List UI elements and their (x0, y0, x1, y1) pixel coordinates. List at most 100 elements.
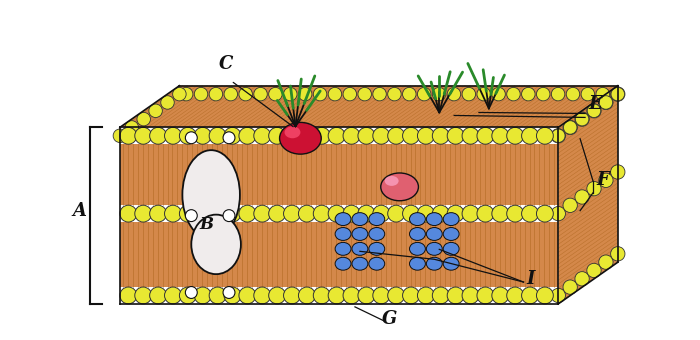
Ellipse shape (443, 227, 459, 240)
Circle shape (598, 95, 613, 109)
Circle shape (522, 205, 538, 222)
Ellipse shape (352, 242, 368, 255)
Circle shape (269, 287, 286, 304)
Circle shape (239, 87, 253, 101)
Ellipse shape (352, 257, 368, 270)
Ellipse shape (369, 227, 385, 240)
Circle shape (373, 87, 386, 101)
Ellipse shape (335, 257, 351, 270)
Circle shape (388, 287, 405, 304)
Ellipse shape (369, 212, 385, 225)
Circle shape (536, 87, 550, 101)
Circle shape (581, 87, 594, 101)
Circle shape (587, 263, 601, 278)
Circle shape (417, 205, 434, 222)
Circle shape (209, 128, 226, 144)
Circle shape (492, 128, 509, 144)
Circle shape (195, 205, 211, 222)
Circle shape (563, 120, 578, 135)
Circle shape (209, 87, 223, 101)
Circle shape (587, 182, 601, 196)
Circle shape (536, 287, 553, 304)
Circle shape (135, 128, 152, 144)
Circle shape (388, 128, 405, 144)
Circle shape (507, 287, 524, 304)
Circle shape (417, 128, 434, 144)
Ellipse shape (443, 242, 459, 255)
Ellipse shape (369, 257, 385, 270)
Ellipse shape (279, 122, 321, 154)
Circle shape (150, 128, 167, 144)
Ellipse shape (335, 242, 351, 255)
Circle shape (284, 87, 297, 101)
Circle shape (358, 128, 374, 144)
Ellipse shape (369, 242, 385, 255)
Polygon shape (120, 86, 618, 128)
Circle shape (161, 96, 174, 109)
Circle shape (402, 87, 416, 101)
Circle shape (164, 205, 181, 222)
Circle shape (135, 205, 152, 222)
Circle shape (433, 287, 449, 304)
Circle shape (328, 287, 345, 304)
Circle shape (298, 128, 315, 144)
Circle shape (563, 280, 578, 294)
Circle shape (388, 205, 405, 222)
Text: A: A (72, 202, 86, 220)
Text: C: C (219, 55, 234, 73)
Circle shape (522, 128, 538, 144)
Circle shape (551, 288, 566, 303)
Circle shape (417, 287, 434, 304)
Circle shape (575, 272, 589, 286)
Circle shape (610, 246, 625, 261)
Circle shape (239, 128, 256, 144)
Circle shape (269, 87, 282, 101)
Circle shape (611, 87, 624, 101)
Ellipse shape (381, 173, 419, 201)
Circle shape (358, 287, 374, 304)
Circle shape (298, 287, 315, 304)
Ellipse shape (410, 242, 426, 255)
Circle shape (269, 205, 286, 222)
Circle shape (373, 128, 390, 144)
Circle shape (254, 205, 271, 222)
Ellipse shape (426, 227, 442, 240)
Ellipse shape (352, 227, 368, 240)
Text: F: F (596, 171, 609, 189)
Circle shape (343, 287, 360, 304)
Circle shape (164, 287, 181, 304)
Ellipse shape (183, 150, 240, 239)
Circle shape (328, 205, 345, 222)
Circle shape (179, 287, 196, 304)
Circle shape (447, 128, 464, 144)
Ellipse shape (191, 215, 241, 274)
Text: B: B (199, 216, 213, 233)
Circle shape (209, 287, 226, 304)
Circle shape (125, 121, 139, 134)
Circle shape (195, 87, 208, 101)
Circle shape (447, 287, 464, 304)
Circle shape (224, 87, 237, 101)
Circle shape (598, 173, 613, 187)
Circle shape (254, 287, 271, 304)
Circle shape (492, 205, 509, 222)
Circle shape (522, 87, 535, 101)
Ellipse shape (284, 126, 300, 138)
Circle shape (433, 128, 449, 144)
Circle shape (507, 87, 520, 101)
Circle shape (254, 87, 267, 101)
Circle shape (477, 205, 494, 222)
Circle shape (195, 128, 211, 144)
Circle shape (566, 87, 580, 101)
Circle shape (135, 287, 152, 304)
Circle shape (477, 287, 494, 304)
Circle shape (120, 128, 136, 144)
Circle shape (402, 287, 419, 304)
Ellipse shape (426, 257, 442, 270)
Circle shape (388, 87, 401, 101)
Circle shape (314, 287, 330, 304)
Ellipse shape (443, 257, 459, 270)
Circle shape (358, 205, 374, 222)
Circle shape (598, 255, 613, 269)
Circle shape (314, 128, 330, 144)
